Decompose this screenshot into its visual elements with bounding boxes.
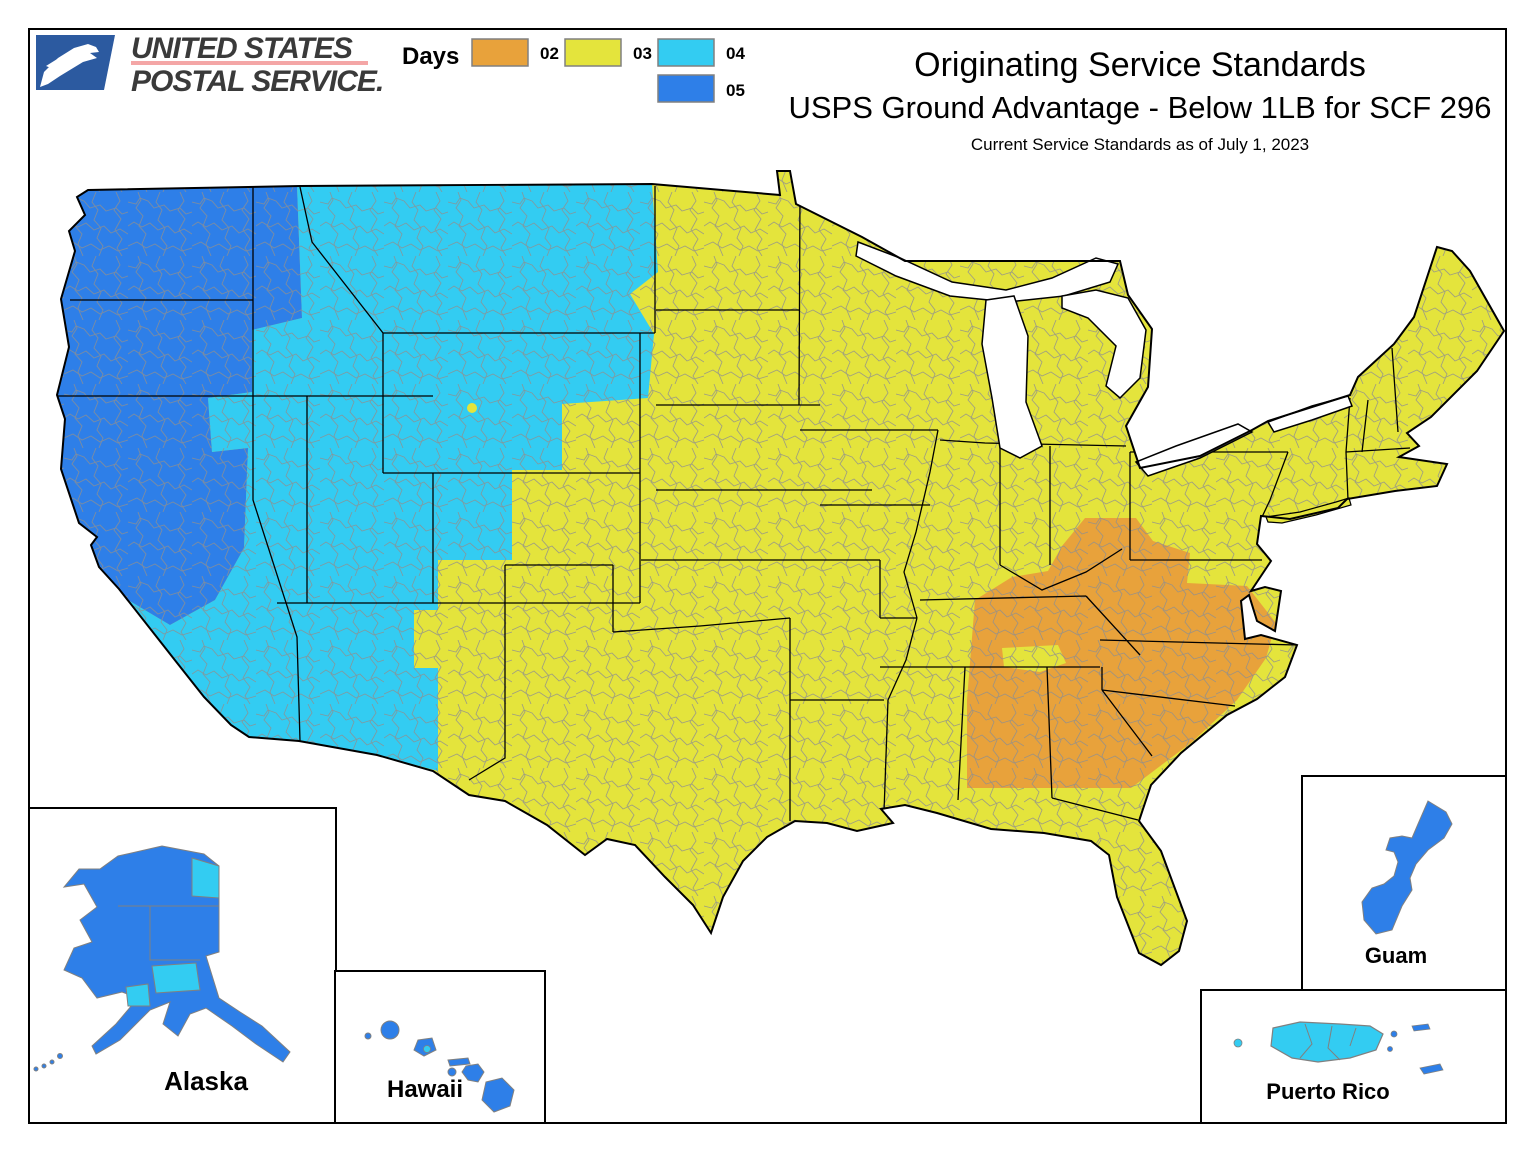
island-kauai — [380, 1020, 400, 1040]
legend-swatch-04 — [657, 38, 715, 67]
island-lanai — [447, 1067, 457, 1077]
alaska-zone-northeast — [191, 857, 220, 899]
usps-logo: UNITED STATES POSTAL SERVICE. — [36, 32, 384, 98]
state-borders — [57, 186, 1411, 821]
legend: Days 02 03 04 05 — [402, 38, 745, 103]
island-molokai — [447, 1057, 471, 1067]
island-niihau — [364, 1032, 372, 1040]
legend-label-04: 04 — [726, 44, 745, 63]
eagle-wing-icon — [46, 56, 62, 70]
lake-michigan — [981, 295, 1043, 459]
legend-swatch-05 — [657, 74, 715, 103]
logo-wordmark-line1: UNITED STATES — [131, 32, 353, 65]
long-island — [1265, 497, 1352, 524]
title-block: Originating Service Standards USPS Groun… — [788, 46, 1491, 154]
alaska-zone-borders — [118, 905, 219, 961]
inset-puerto-rico: Puerto Rico — [1200, 989, 1507, 1124]
island-st-thomas — [1411, 1023, 1431, 1032]
alaska-zone-west — [125, 983, 151, 1007]
inset-alaska-label: Alaska — [164, 1066, 248, 1096]
puerto-rico-zone-borders — [1299, 1023, 1357, 1061]
legend-swatch-02 — [471, 38, 529, 67]
inset-puerto-rico-label: Puerto Rico — [1266, 1079, 1389, 1104]
legend-label-02: 02 — [540, 44, 559, 63]
alaska-4day-zones — [125, 857, 220, 1007]
inset-alaska: Alaska — [28, 807, 337, 1124]
guam-shape — [1361, 800, 1453, 935]
page-title: Originating Service Standards — [914, 46, 1366, 84]
inset-hawaii: Hawaii — [334, 970, 546, 1124]
logo-wordmark-line2: POSTAL SERVICE. — [131, 65, 383, 98]
alaska-zone-southcentral — [151, 962, 201, 994]
lake-superior — [855, 240, 1120, 303]
page-subtitle: USPS Ground Advantage - Below 1LB for SC… — [788, 90, 1491, 125]
island-maui — [461, 1063, 485, 1083]
legend-title: Days — [402, 43, 459, 70]
oahu-4day-zone — [423, 1045, 431, 1053]
eagle-icon — [40, 44, 99, 87]
legend-swatch-03 — [564, 38, 622, 67]
inset-guam: Guam — [1301, 775, 1507, 991]
outlying-islands-5day — [1387, 1023, 1444, 1075]
alaska-shape — [62, 845, 291, 1063]
island-vieques — [1387, 1046, 1393, 1052]
island-st-croix — [1419, 1063, 1444, 1075]
legend-label-05: 05 — [726, 81, 745, 100]
island-culebra — [1390, 1030, 1398, 1038]
legend-label-03: 03 — [633, 44, 652, 63]
page-note: Current Service Standards as of July 1, … — [971, 135, 1309, 154]
inset-hawaii-label: Hawaii — [387, 1076, 463, 1103]
island-hawaii-big-island — [481, 1077, 515, 1113]
lake-huron — [1061, 289, 1147, 400]
inset-guam-label: Guam — [1365, 943, 1427, 968]
aleutian-islands — [33, 1053, 63, 1072]
island-mona — [1233, 1038, 1243, 1048]
us-outline — [55, 170, 1506, 967]
great-lakes — [855, 240, 1353, 477]
